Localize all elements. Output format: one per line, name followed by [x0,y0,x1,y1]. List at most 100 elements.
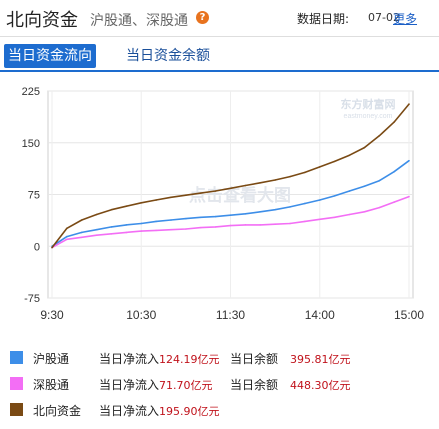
data-point [259,181,262,184]
data-point [199,192,202,194]
data-point [333,216,336,219]
header-divider [0,36,439,37]
data-point [378,206,381,209]
data-point [363,146,366,149]
inflow-label: 当日净流入 [99,404,160,418]
data-point [393,201,395,203]
data-point [244,213,247,215]
data-point [185,194,187,196]
header: 北向资金 沪股通、深股通 ? 数据日期: 07-02 更多 [0,0,439,36]
legend-name: 北向资金 [33,404,82,418]
legend-name: 深股通 [33,378,70,392]
x-tick-label: 14:00 [305,308,335,322]
data-point [348,154,351,156]
data-point [229,224,232,227]
watermark-center: 点击查看大图 [189,185,291,206]
y-tick-label: 75 [28,190,40,202]
inflow-value: 195.90亿元 [159,405,220,418]
legend-swatch-sgt [10,377,23,390]
data-point [318,218,321,221]
inflow-value: 71.70亿元 [159,379,213,392]
flow-chart: 东方财富网 eastmoney.com 点击查看大图 225150750-75 … [22,86,425,322]
x-tick-label: 10:30 [126,308,156,322]
data-point [259,224,262,226]
data-point [80,231,83,234]
data-point [363,210,366,213]
legend-row-north: 北向资金 当日净流入 195.90亿元 [0,398,439,422]
balance-label: 当日余额 [230,352,279,366]
x-tick-labels: 9:30 10:30 11:30 14:00 15:00 [40,308,424,322]
balance-value: 448.30亿元 [290,379,351,392]
data-point [125,205,128,208]
data-point [229,214,232,216]
data-point [51,246,53,249]
data-point [170,196,172,199]
data-point [318,199,321,201]
data-point [378,179,381,182]
data-point [318,166,321,168]
data-point [408,159,410,162]
data-point [170,219,172,221]
data-point [140,222,143,225]
data-point [66,235,68,238]
watermark-url: eastmoney.com [344,113,393,120]
x-tick-label: 15:00 [394,308,424,322]
data-point [363,185,366,188]
data-point [80,236,83,239]
data-point [214,215,217,218]
y-tick-label: 225 [22,86,40,98]
legend-name: 沪股通 [33,352,70,366]
inflow-label: 当日净流入 [99,352,160,366]
data-point [66,227,68,230]
data-point [289,222,291,225]
data-point [333,160,336,163]
data-point [140,201,143,204]
data-point [95,228,98,231]
data-point [170,228,172,231]
data-point [155,199,157,201]
series-lines [51,103,410,249]
data-point [393,170,395,173]
data-point [125,224,128,226]
data-point [229,187,232,190]
date-value: 07-02 [368,11,400,24]
data-point [244,224,247,226]
tab-daily-balance[interactable]: 当日资金余额 [126,48,210,64]
data-point [140,230,143,232]
data-point [199,216,202,219]
data-point [348,213,351,216]
help-icon[interactable]: ? [196,11,209,24]
legend-row-sgt: 深股通 当日净流入 71.70亿元 当日余额 448.30亿元 [0,372,439,396]
tab-daily-flow[interactable]: 当日资金流向 [4,44,96,68]
more-link[interactable]: 更多 [393,12,418,26]
chart-watermark: 东方财富网 eastmoney.com 点击查看大图 [189,97,396,206]
data-point [214,190,217,192]
data-point [348,190,351,192]
chart-grid [47,90,414,299]
y-tick-label: -75 [24,293,40,305]
data-point [304,202,306,205]
data-point [125,231,128,234]
page-title: 北向资金 [6,10,78,31]
data-point [185,217,187,220]
legend-swatch-hgt [10,351,23,364]
data-point [95,234,98,237]
data-point [110,233,113,235]
data-point [155,229,157,232]
data-point [214,226,217,228]
data-point [378,135,381,137]
data-point [393,121,395,123]
data-point [274,208,276,211]
page-subtitle: 沪股通、深股通 [90,13,188,29]
inflow-value: 124.19亿元 [159,353,220,366]
data-point [408,103,410,105]
x-tick-label: 9:30 [40,308,64,322]
data-point [244,184,247,187]
x-tick-label: 11:30 [216,308,245,322]
data-point [110,226,113,228]
data-point [199,226,202,229]
balance-label: 当日余额 [230,378,279,392]
data-point [110,208,113,211]
data-point [259,210,262,213]
data-point [304,171,306,174]
